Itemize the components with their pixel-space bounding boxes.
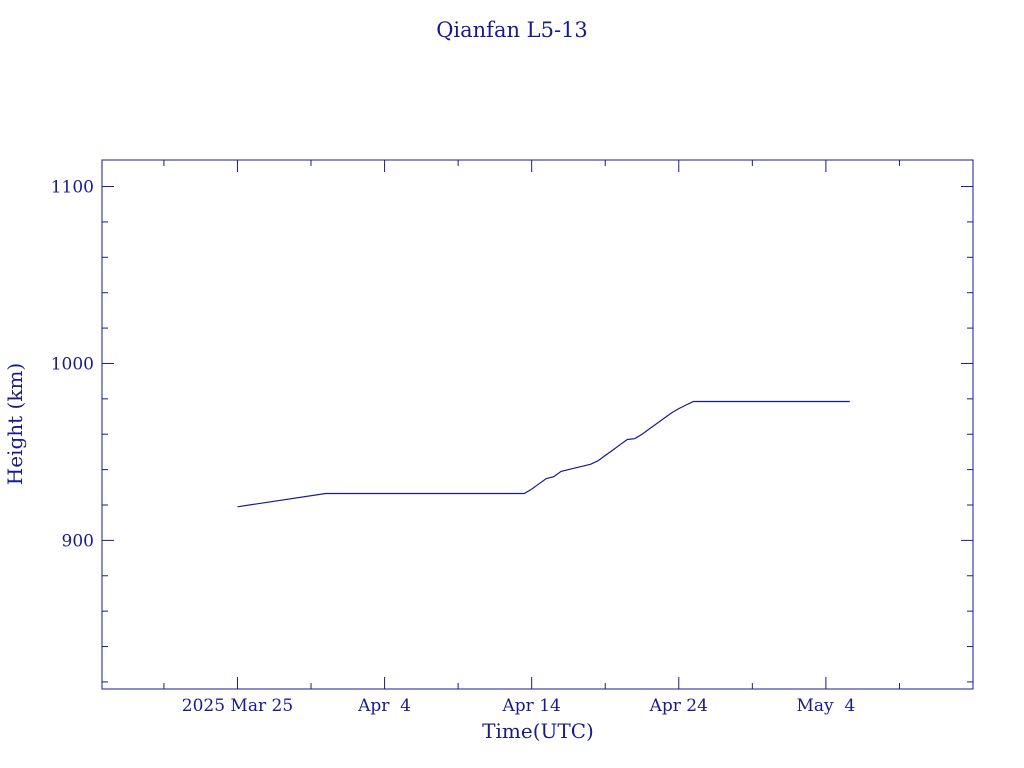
x-tick-label: 2025 Mar 25 (182, 696, 293, 716)
plot-frame (101, 159, 974, 690)
y-tick-label: 900 (62, 531, 94, 551)
x-tick-label: Apr 24 (649, 696, 708, 716)
x-tick-labels: 2025 Mar 25 Apr 4 Apr 14 Apr 24 May 4 (182, 696, 856, 716)
y-tick-labels: 900 1000 1100 (51, 178, 94, 552)
series-group (237, 400, 850, 508)
y-tick-label: 1100 (51, 178, 94, 198)
x-tick-label: Apr 14 (502, 696, 561, 716)
height-series-line (237, 400, 850, 508)
axis-ticks (102, 160, 974, 689)
x-tick-label: Apr 4 (357, 696, 411, 716)
x-tick-label: May 4 (797, 696, 856, 716)
chart-title: Qianfan L5-13 (436, 18, 588, 42)
x-axis-label: Time(UTC) (482, 719, 594, 743)
y-tick-label: 1000 (51, 354, 94, 374)
y-axis-label: Height (km) (3, 363, 27, 485)
